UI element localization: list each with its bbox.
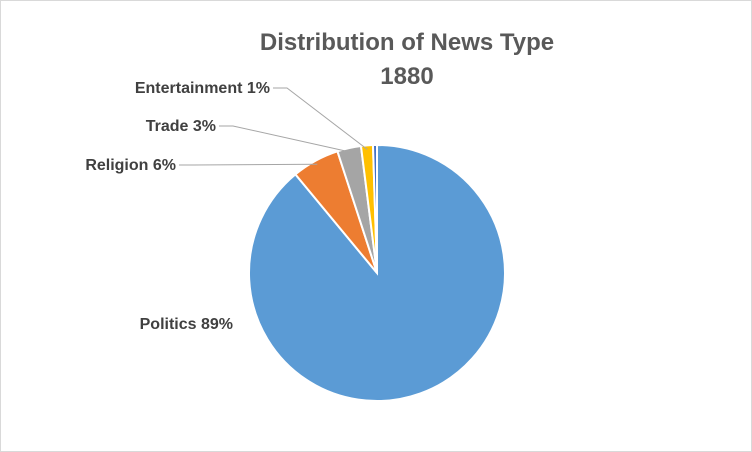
leader-line-trade [219,125,351,153]
data-label-politics: Politics 89% [140,316,233,333]
leader-line-entertainment [273,87,368,150]
data-label-entertainment: Entertainment 1% [135,80,270,97]
data-label-religion: Religion 6% [85,157,176,174]
data-labels: Politics 89% Religion 6% Trade 3% Entertain… [85,80,270,333]
chart-title: Distribution of News Type [260,29,554,56]
chart-subtitle: 1880 [380,63,433,90]
pie-slice-slice-4 [371,143,378,274]
data-label-trade: Trade 3% [146,118,216,135]
pie-slices [247,143,506,402]
leader-lines [179,87,368,166]
leader-line-religion [179,163,318,166]
